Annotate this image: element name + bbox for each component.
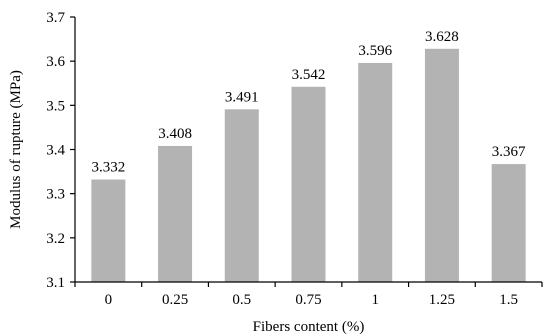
bar-0-75 [291,86,326,283]
bars-group [91,48,526,283]
data-label: 3.596 [358,43,392,59]
data-label: 3.332 [91,160,125,176]
x-category-label: 0.5 [232,292,251,308]
bar-1 [358,62,393,282]
bar-0-25 [158,145,193,282]
data-label: 3.491 [225,89,259,105]
data-label: 3.408 [158,126,192,142]
y-axis-title: Modulus of rupture (MPa) [8,70,24,229]
y-tick-label: 3.5 [46,98,65,114]
data-label: 3.367 [492,144,526,160]
bar-0-5 [224,109,259,282]
x-category-label: 0 [105,292,113,308]
x-category-label: 1.25 [429,292,455,308]
y-tick-label: 3.7 [46,10,65,26]
y-tick-label: 3.6 [46,54,65,70]
y-ticks-group: 3.1 3.2 3.3 3.4 3.5 3.6 3.7 [46,10,75,291]
x-category-label: 1 [371,292,379,308]
data-label: 3.628 [425,29,459,45]
data-labels-group: 3.332 3.408 3.491 3.542 3.596 3.628 3.367 [91,29,526,176]
y-tick-label: 3.3 [46,187,65,203]
x-category-label: 1.5 [499,292,518,308]
x-category-label: 0.75 [295,292,321,308]
bar-1-25 [424,48,459,282]
y-tick-label: 3.1 [46,275,65,291]
data-label: 3.542 [292,67,326,83]
x-category-label: 0.25 [162,292,188,308]
bar-1-5 [491,164,526,282]
y-tick-label: 3.4 [46,143,65,159]
x-ticks-group: 0 0.25 0.5 0.75 1 1.25 1.5 [74,282,543,308]
y-tick-label: 3.2 [46,231,65,247]
x-axis-title: Fibers content (%) [253,319,365,335]
bar-0 [91,179,126,282]
